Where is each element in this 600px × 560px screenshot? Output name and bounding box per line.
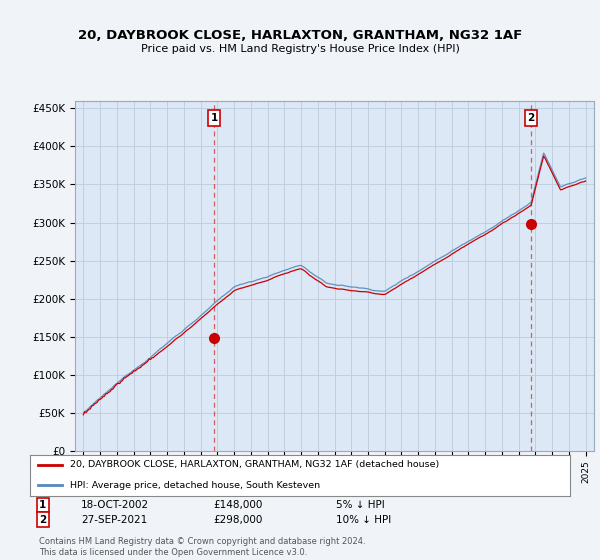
Text: Price paid vs. HM Land Registry's House Price Index (HPI): Price paid vs. HM Land Registry's House … bbox=[140, 44, 460, 54]
Text: 10% ↓ HPI: 10% ↓ HPI bbox=[336, 515, 391, 525]
Text: 1: 1 bbox=[211, 113, 218, 123]
Text: 1: 1 bbox=[39, 500, 46, 510]
Text: 2: 2 bbox=[527, 113, 535, 123]
Text: £298,000: £298,000 bbox=[213, 515, 262, 525]
Text: Contains HM Land Registry data © Crown copyright and database right 2024.
This d: Contains HM Land Registry data © Crown c… bbox=[39, 537, 365, 557]
Text: 5% ↓ HPI: 5% ↓ HPI bbox=[336, 500, 385, 510]
Text: 27-SEP-2021: 27-SEP-2021 bbox=[81, 515, 147, 525]
Text: 20, DAYBROOK CLOSE, HARLAXTON, GRANTHAM, NG32 1AF (detached house): 20, DAYBROOK CLOSE, HARLAXTON, GRANTHAM,… bbox=[71, 460, 440, 469]
Text: 20, DAYBROOK CLOSE, HARLAXTON, GRANTHAM, NG32 1AF: 20, DAYBROOK CLOSE, HARLAXTON, GRANTHAM,… bbox=[78, 29, 522, 42]
Text: 2: 2 bbox=[39, 515, 46, 525]
Text: 18-OCT-2002: 18-OCT-2002 bbox=[81, 500, 149, 510]
Text: £148,000: £148,000 bbox=[213, 500, 262, 510]
Text: HPI: Average price, detached house, South Kesteven: HPI: Average price, detached house, Sout… bbox=[71, 480, 320, 489]
